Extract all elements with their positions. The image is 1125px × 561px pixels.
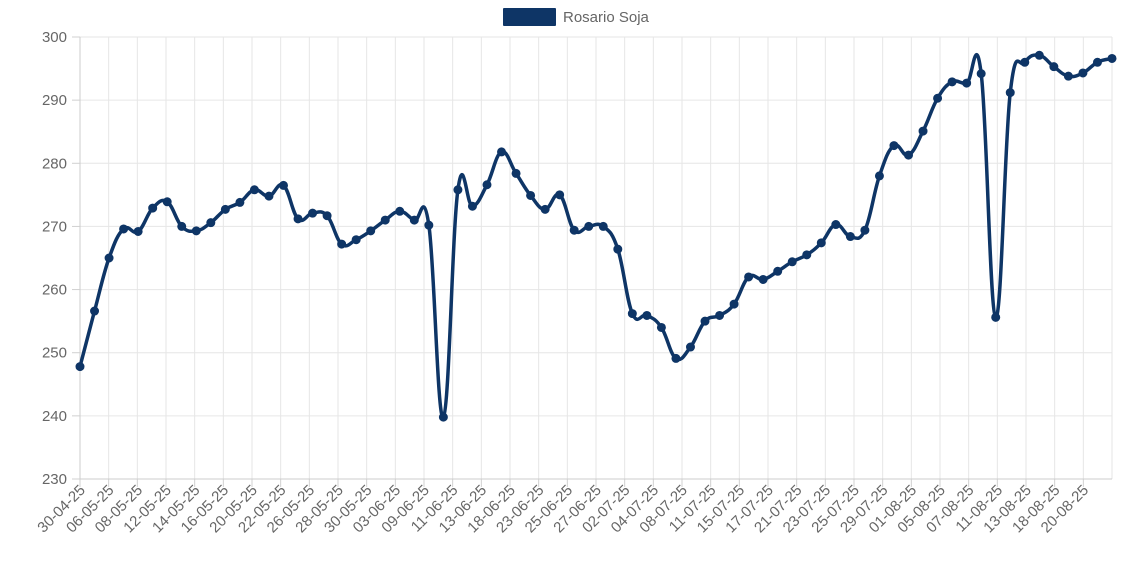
data-point[interactable]	[1020, 57, 1030, 67]
data-point[interactable]	[1107, 53, 1117, 63]
data-point[interactable]	[933, 93, 943, 103]
data-point[interactable]	[366, 226, 376, 236]
data-point[interactable]	[220, 204, 230, 214]
data-point[interactable]	[395, 206, 405, 216]
legend-label[interactable]: Rosario Soja	[563, 9, 650, 26]
data-point[interactable]	[671, 353, 681, 363]
legend-swatch[interactable]	[503, 8, 556, 26]
data-point[interactable]	[409, 215, 419, 225]
data-point[interactable]	[962, 78, 972, 88]
data-point[interactable]	[831, 220, 841, 230]
data-point[interactable]	[540, 204, 550, 214]
y-tick-label: 300	[42, 29, 67, 46]
data-point[interactable]	[351, 235, 361, 245]
y-tick-label: 260	[42, 282, 67, 299]
data-point[interactable]	[642, 310, 652, 320]
data-point[interactable]	[380, 215, 390, 225]
data-point[interactable]	[148, 203, 158, 213]
data-point[interactable]	[715, 310, 725, 320]
data-point[interactable]	[453, 185, 463, 195]
data-point[interactable]	[278, 180, 288, 190]
y-axis: 230 240 250 260 270 280 290 300	[42, 29, 80, 488]
data-point[interactable]	[904, 150, 914, 160]
y-tick-label: 230	[42, 471, 67, 488]
y-tick-label: 250	[42, 345, 67, 362]
data-point[interactable]	[467, 201, 477, 211]
data-point[interactable]	[889, 141, 899, 151]
x-axis: 30-04-2506-05-2508-05-2512-05-2514-05-25…	[34, 479, 1092, 536]
data-point[interactable]	[191, 226, 201, 236]
data-point[interactable]	[206, 218, 216, 228]
data-point[interactable]	[991, 312, 1001, 322]
data-point[interactable]	[802, 250, 812, 260]
y-tick-label: 290	[42, 92, 67, 109]
data-point[interactable]	[598, 221, 608, 231]
data-point[interactable]	[75, 362, 85, 372]
data-point[interactable]	[613, 244, 623, 254]
data-point[interactable]	[729, 299, 739, 309]
data-point[interactable]	[627, 309, 637, 319]
data-point[interactable]	[424, 220, 434, 230]
data-point[interactable]	[1063, 71, 1073, 81]
legend[interactable]: Rosario Soja	[503, 8, 650, 26]
y-tick-label: 270	[42, 218, 67, 235]
data-point[interactable]	[235, 197, 245, 207]
grid-lines	[79, 36, 1113, 480]
data-point[interactable]	[293, 214, 303, 224]
data-point[interactable]	[1034, 50, 1044, 60]
data-point[interactable]	[322, 211, 332, 221]
data-point[interactable]	[700, 316, 710, 326]
data-point[interactable]	[337, 239, 347, 249]
data-point[interactable]	[555, 190, 565, 200]
data-point[interactable]	[874, 171, 884, 181]
data-point[interactable]	[744, 272, 754, 282]
data-point[interactable]	[816, 238, 826, 248]
data-point[interactable]	[1005, 88, 1015, 98]
data-point[interactable]	[1092, 57, 1102, 67]
y-tick-label: 240	[42, 408, 67, 425]
data-point[interactable]	[569, 225, 579, 235]
data-point[interactable]	[308, 208, 318, 218]
data-point[interactable]	[773, 266, 783, 276]
data-point[interactable]	[249, 185, 259, 195]
data-point[interactable]	[787, 257, 797, 267]
data-point[interactable]	[104, 253, 114, 263]
data-point[interactable]	[90, 306, 100, 316]
data-point[interactable]	[1049, 62, 1059, 72]
data-point[interactable]	[845, 232, 855, 242]
y-tick-label: 280	[42, 155, 67, 172]
data-point[interactable]	[133, 226, 143, 236]
data-point[interactable]	[947, 77, 957, 87]
data-point[interactable]	[511, 168, 521, 178]
data-point[interactable]	[177, 221, 187, 231]
data-point[interactable]	[584, 221, 594, 231]
data-point[interactable]	[119, 224, 129, 234]
data-point[interactable]	[497, 147, 507, 157]
data-point[interactable]	[685, 342, 695, 352]
data-point[interactable]	[976, 69, 986, 79]
series-line	[78, 53, 1113, 419]
data-point[interactable]	[162, 197, 172, 207]
data-point[interactable]	[860, 225, 870, 235]
data-point[interactable]	[482, 180, 492, 190]
data-point[interactable]	[918, 126, 928, 136]
data-point[interactable]	[438, 412, 448, 422]
data-point[interactable]	[758, 274, 768, 284]
data-point[interactable]	[656, 322, 666, 332]
data-point[interactable]	[264, 191, 274, 201]
series-rosario-soja	[75, 50, 1117, 422]
data-point[interactable]	[1078, 68, 1088, 78]
data-point[interactable]	[526, 190, 536, 200]
